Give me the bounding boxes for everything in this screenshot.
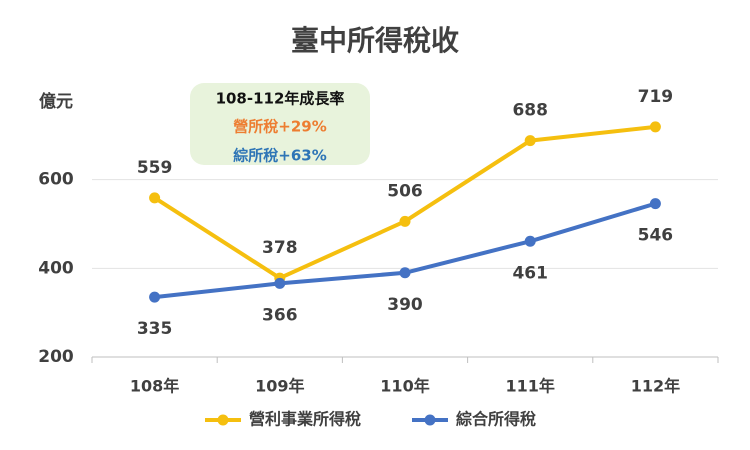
- legend-label: 綜合所得稅: [456, 410, 536, 429]
- annotation-line: 綜所稅+63%: [233, 147, 326, 165]
- annotation-line: 營所稅+29%: [233, 118, 326, 136]
- data-label: 506: [387, 181, 423, 201]
- data-point: [399, 215, 411, 227]
- data-point: [524, 135, 536, 147]
- data-point: [524, 235, 536, 247]
- y-tick-label: 200: [38, 347, 74, 367]
- legend-label: 營利事業所得稅: [249, 410, 361, 429]
- chart-title: 臺中所得稅收: [291, 24, 459, 57]
- legend-marker: [217, 414, 229, 426]
- annotation-box: [190, 83, 370, 165]
- x-tick-label: 109年: [255, 377, 304, 396]
- data-label: 390: [387, 295, 423, 315]
- data-point: [274, 277, 286, 289]
- y-tick-label: 600: [38, 170, 74, 190]
- data-label: 335: [137, 319, 173, 339]
- annotation-title: 108-112年成長率: [216, 90, 345, 108]
- data-label: 546: [638, 226, 674, 246]
- data-label: 378: [262, 238, 298, 258]
- x-tick-label: 112年: [631, 377, 680, 396]
- data-label: 366: [262, 305, 298, 325]
- data-point: [649, 121, 661, 133]
- y-tick-label: 400: [38, 258, 74, 278]
- y-axis-label: 億元: [39, 91, 73, 112]
- data-label: 559: [137, 158, 173, 178]
- x-tick-label: 110年: [380, 377, 429, 396]
- data-label: 719: [638, 87, 674, 107]
- data-point: [399, 267, 411, 279]
- data-label: 688: [512, 101, 548, 121]
- x-tick-label: 108年: [130, 377, 179, 396]
- data-label: 461: [512, 263, 548, 283]
- data-point: [149, 192, 161, 204]
- data-point: [649, 198, 661, 210]
- x-tick-label: 111年: [505, 377, 554, 396]
- legend-marker: [424, 414, 436, 426]
- data-point: [149, 291, 161, 303]
